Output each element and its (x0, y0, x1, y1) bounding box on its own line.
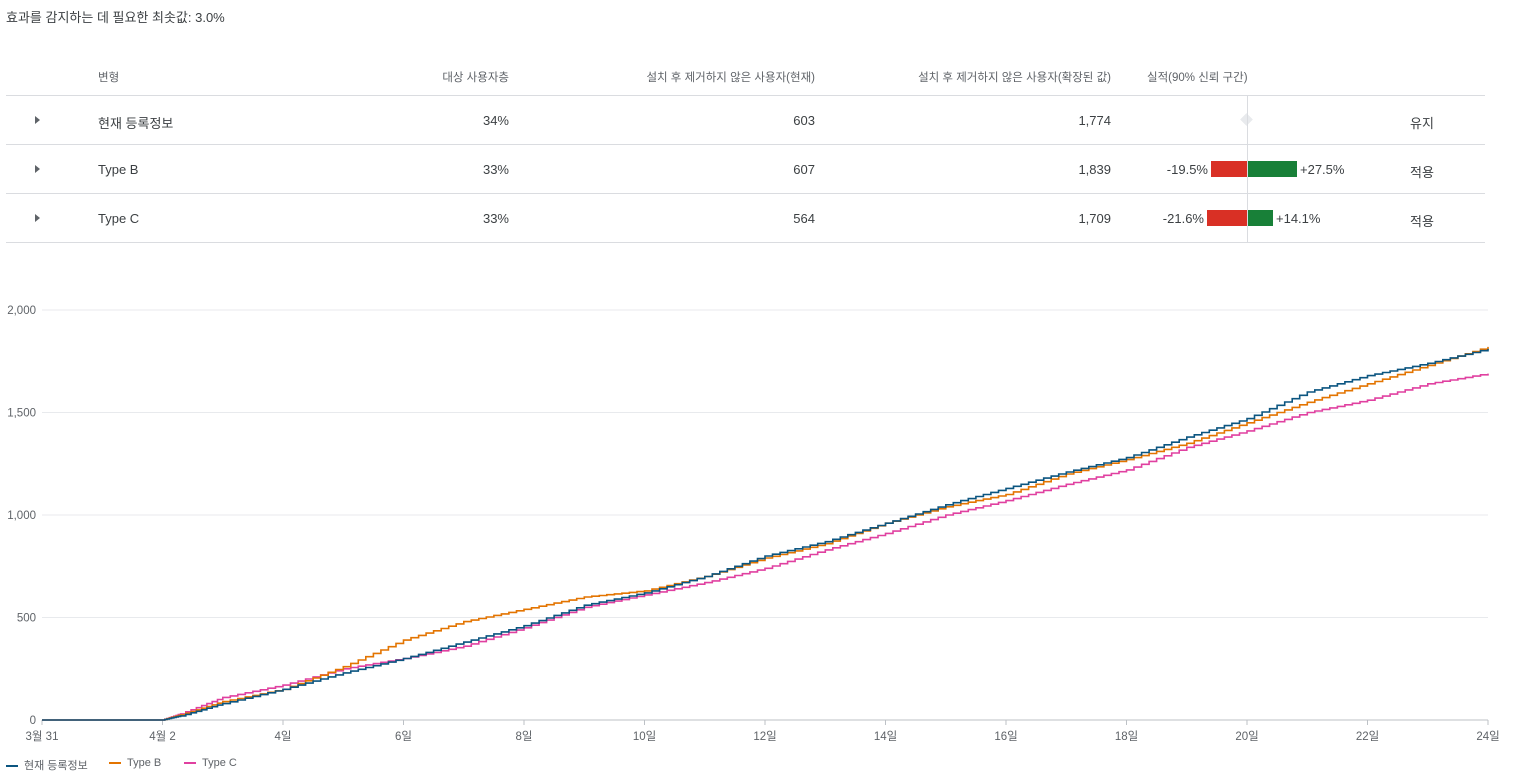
x-tick-label: 22일 (1356, 729, 1379, 743)
status-text: 적용 (1410, 214, 1434, 229)
header-variant: 변형 (98, 72, 120, 84)
series-line-type-c[interactable] (42, 373, 1489, 721)
expand-arrow-icon[interactable] (35, 116, 40, 124)
x-tick-label: 18일 (1115, 729, 1138, 743)
scaled-value: 1,839 (1078, 162, 1111, 177)
expand-arrow-icon[interactable] (35, 165, 40, 173)
legend-item[interactable]: 현재 등록정보 (6, 757, 88, 773)
expand-arrow-icon[interactable] (35, 214, 40, 222)
table-row[interactable]: Type B 33% 607 1,839 -19.5% +27.5% 적용 (6, 145, 1485, 194)
table-row[interactable]: Type C 33% 564 1,709 -21.6% +14.1% 적용 (6, 194, 1485, 243)
experiment-table: 변형 대상 사용자층 설치 후 제거하지 않은 사용자(현재) 설치 후 제거하… (6, 55, 1485, 243)
x-tick-label: 8일 (516, 729, 533, 743)
x-tick-label: 24일 (1476, 729, 1499, 743)
x-tick-label: 20일 (1235, 729, 1258, 743)
y-tick-label: 2,000 (7, 305, 36, 317)
x-tick-label: 10일 (633, 729, 656, 743)
status-text: 적용 (1410, 165, 1434, 180)
header-current: 설치 후 제거하지 않은 사용자(현재) (646, 72, 815, 84)
table-row[interactable]: 현재 등록정보 34% 603 1,774 유지 (6, 96, 1485, 145)
header-scaled: 설치 후 제거하지 않은 사용자(확장된 값) (918, 72, 1111, 84)
x-tick-label: 12일 (753, 729, 776, 743)
scaled-value: 1,774 (1078, 113, 1111, 128)
status-text: 유지 (1410, 116, 1434, 131)
ci-low-text: -19.5% (1166, 162, 1208, 177)
min-effect-text: 효과를 감지하는 데 필요한 최솟값: 3.0% (6, 10, 225, 25)
y-tick-label: 1,500 (7, 408, 36, 420)
y-tick-label: 1,000 (7, 510, 36, 522)
legend-item[interactable]: Type C (184, 757, 237, 769)
legend-swatch-icon (6, 765, 18, 768)
x-tick-label: 4일 (275, 729, 292, 743)
x-tick-label: 3월 31 (26, 730, 59, 743)
ci-zero-line (1247, 96, 1248, 242)
table-header: 변형 대상 사용자층 설치 후 제거하지 않은 사용자(현재) 설치 후 제거하… (6, 55, 1485, 96)
y-tick-label: 500 (17, 613, 36, 625)
ci-negative-bar (1207, 210, 1247, 226)
x-tick-label: 4월 2 (149, 730, 176, 743)
legend-label: Type C (202, 757, 237, 769)
current-value: 564 (793, 211, 815, 226)
ci-low-text: -21.6% (1162, 211, 1204, 226)
legend-swatch-icon (184, 762, 196, 765)
legend-label: Type B (127, 757, 162, 769)
x-tick-label: 6일 (395, 729, 412, 743)
ci-high-text: +14.1% (1276, 211, 1321, 226)
variant-name: Type B (98, 162, 139, 177)
x-tick-label: 14일 (874, 729, 897, 743)
y-tick-label: 0 (30, 715, 36, 727)
legend-label: 현재 등록정보 (24, 760, 88, 772)
scaled-value: 1,709 (1078, 211, 1111, 226)
header-performance: 실적(90% 신뢰 구간) (1147, 72, 1248, 84)
ci-high-text: +27.5% (1300, 162, 1345, 177)
legend-item[interactable]: Type B (109, 757, 161, 769)
series-line-type-b[interactable] (42, 346, 1489, 721)
x-tick-label: 16일 (994, 729, 1017, 743)
audience-value: 33% (482, 162, 509, 177)
header-audience: 대상 사용자층 (442, 72, 509, 84)
variant-name: 현재 등록정보 (98, 116, 174, 131)
series-line-current[interactable] (42, 348, 1489, 721)
ci-negative-bar (1211, 161, 1247, 177)
variant-name: Type C (98, 211, 140, 226)
installs-line-chart: 0 500 1,000 1,500 2,000 3월 31 4월 2 4일 6일 8일 10일 12… (7, 305, 1499, 743)
ci-positive-bar (1248, 210, 1273, 226)
audience-value: 33% (482, 211, 509, 226)
audience-value: 34% (482, 113, 509, 128)
current-value: 607 (793, 162, 815, 177)
ci-positive-bar (1248, 161, 1297, 177)
legend-swatch-icon (109, 762, 121, 765)
current-value: 603 (793, 113, 815, 128)
